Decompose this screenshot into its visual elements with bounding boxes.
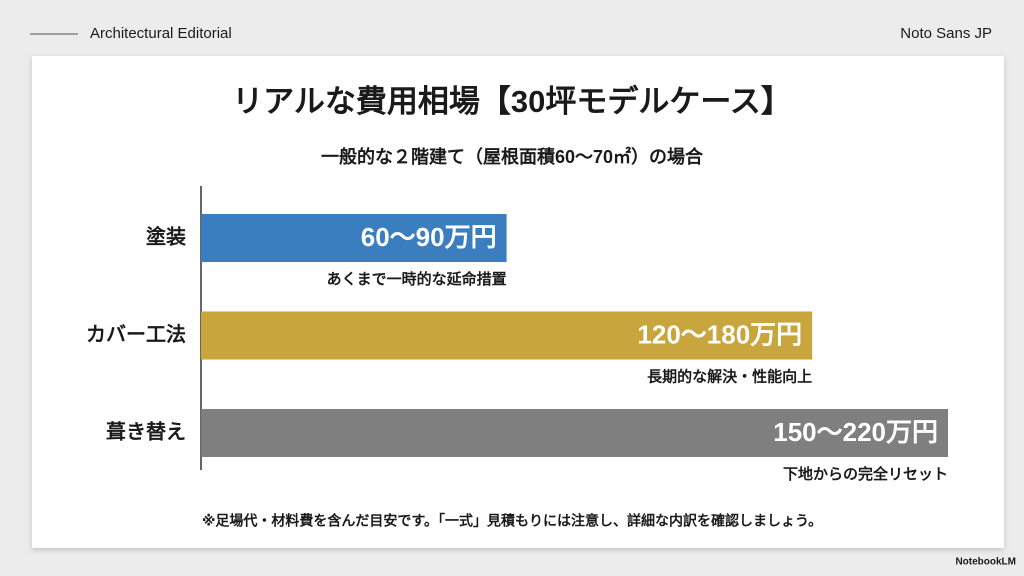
bar (201, 214, 507, 262)
value-label: 60〜90万円 (361, 222, 497, 252)
card (32, 56, 1004, 548)
bar (201, 311, 813, 360)
bar-note: あくまで一時的な延命措置 (327, 270, 507, 288)
value-label: 150〜220万円 (773, 417, 938, 447)
footnote: ※足場代・材料費を含んだ目安です。「一式」見積もりには注意し、詳細な内訳を確認し… (202, 513, 822, 529)
watermark: NotebookLM (955, 557, 1016, 568)
bar-note: 長期的な解決・性能向上 (647, 367, 812, 385)
category-label: 葺き替え (106, 419, 186, 443)
chart-title: リアルな費用相場【30坪モデルケース】 (232, 84, 792, 119)
header-right: Noto Sans JP (900, 25, 992, 42)
bar (201, 409, 948, 457)
category-label: 塗装 (146, 224, 186, 248)
chart-subtitle: 一般的な２階建て（屋根面積60〜70㎡）の場合 (321, 146, 704, 167)
category-label: カバー工法 (86, 322, 186, 346)
header-left: Architectural Editorial (90, 25, 232, 42)
bar-note: 下地からの完全リセット (783, 465, 948, 483)
value-label: 120〜180万円 (637, 319, 802, 349)
